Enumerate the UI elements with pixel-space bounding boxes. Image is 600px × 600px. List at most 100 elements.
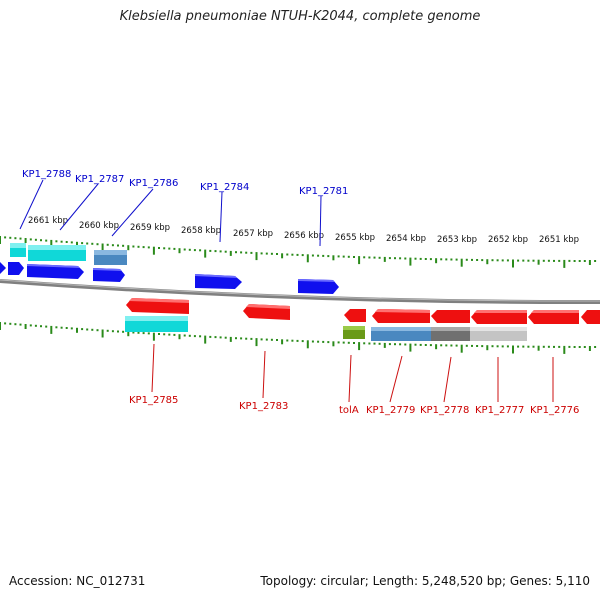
ruler-minor-tick	[209, 249, 212, 252]
ruler-minor-tick	[229, 336, 232, 342]
ruler-minor-tick	[537, 259, 540, 265]
ruler-minor-tick	[363, 342, 366, 345]
ruler-minor-tick	[332, 255, 335, 261]
gene-arrow-reverse[interactable]	[431, 310, 470, 323]
ruler-minor-tick	[137, 245, 140, 248]
gene-label[interactable]: KP1_2781	[299, 186, 348, 197]
gene-label[interactable]: KP1_2779	[366, 405, 415, 416]
ruler-minor-tick	[517, 345, 520, 348]
ruler-minor-tick	[501, 345, 504, 348]
gene-label[interactable]: tolA	[339, 405, 359, 416]
ruler-minor-tick	[532, 345, 535, 348]
ruler-minor-tick	[55, 326, 58, 329]
ruler-minor-tick	[373, 256, 376, 259]
ruler-minor-tick	[424, 344, 427, 346]
gene-label[interactable]: KP1_2785	[129, 395, 178, 406]
ruler-minor-tick	[45, 325, 48, 328]
gene-label[interactable]: KP1_2776	[530, 405, 579, 416]
ruler-minor-tick	[219, 250, 222, 253]
ruler-minor-tick	[471, 258, 473, 261]
ruler-major-tick	[512, 345, 514, 354]
ruler-minor-tick	[517, 259, 520, 262]
ruler-minor-tick	[424, 258, 427, 260]
ruler-minor-tick	[496, 259, 499, 262]
ruler-minor-tick	[527, 259, 530, 262]
ruler-minor-tick	[501, 259, 504, 262]
tick-label: 2656 kbp	[284, 231, 324, 241]
genome-backbone	[0, 279, 600, 305]
gene-arrow-reverse[interactable]	[581, 310, 600, 324]
ruler-top	[0, 236, 597, 268]
gene-label[interactable]: KP1_2777	[475, 405, 524, 416]
ruler-minor-tick	[532, 259, 535, 262]
gene-label[interactable]: KP1_2784	[200, 182, 249, 193]
ruler-minor-tick	[158, 247, 160, 249]
ruler-major-tick	[255, 338, 258, 347]
ruler-minor-tick	[19, 237, 22, 240]
gene-arrow-forward[interactable]	[195, 274, 242, 289]
ruler-major-tick	[152, 246, 155, 255]
gene-arrow-reverse[interactable]	[344, 309, 366, 322]
ruler-minor-tick	[327, 255, 330, 258]
ruler-minor-tick	[209, 335, 212, 338]
ruler-minor-tick	[14, 323, 17, 326]
ruler-minor-tick	[465, 344, 468, 347]
ruler-minor-tick	[455, 344, 458, 347]
ruler-minor-tick	[45, 239, 48, 242]
ruler-minor-tick	[450, 344, 453, 347]
ruler-minor-tick	[34, 324, 37, 327]
ruler-minor-tick	[506, 345, 509, 348]
gene-label[interactable]: KP1_2783	[239, 401, 288, 412]
gene-label[interactable]: KP1_2786	[129, 178, 178, 189]
ruler-minor-tick	[471, 344, 473, 347]
ruler-minor-tick	[199, 335, 202, 338]
ruler-major-tick	[101, 243, 104, 252]
ruler-minor-tick	[311, 340, 314, 343]
ruler-minor-tick	[491, 259, 494, 262]
ruler-minor-tick	[76, 241, 78, 247]
ruler-minor-tick	[281, 253, 284, 259]
ruler-minor-tick	[142, 332, 145, 335]
ruler-minor-tick	[394, 257, 396, 260]
ruler-minor-tick	[24, 324, 27, 329]
ruler-minor-tick	[429, 344, 432, 347]
ruler-minor-tick	[445, 258, 448, 261]
ruler-minor-tick	[383, 256, 386, 262]
ruler-minor-tick	[214, 336, 217, 339]
ruler-minor-tick	[317, 340, 320, 343]
ruler-major-tick	[152, 332, 155, 341]
ruler-major-tick	[563, 259, 566, 268]
gene-arrow-reverse[interactable]	[471, 310, 527, 324]
gene-arrow-forward[interactable]	[0, 262, 6, 274]
ruler-major-tick	[306, 340, 309, 349]
gene-label[interactable]: KP1_2787	[75, 174, 124, 185]
ruler-minor-tick	[81, 242, 84, 245]
ruler-minor-tick	[435, 344, 438, 350]
ruler-minor-tick	[368, 342, 371, 345]
ruler-minor-tick	[301, 254, 304, 257]
tick-label: 2654 kbp	[386, 234, 426, 244]
ruler-major-tick	[50, 325, 53, 334]
gene-label[interactable]: KP1_2788	[22, 169, 71, 180]
ruler-minor-tick	[583, 260, 586, 262]
ruler-minor-tick	[291, 253, 294, 256]
gene-arrow-forward[interactable]	[8, 262, 24, 275]
ruler-minor-tick	[404, 257, 407, 260]
ruler-minor-tick	[553, 345, 555, 348]
ruler-minor-tick	[522, 345, 525, 348]
gene-arrow-forward[interactable]	[27, 264, 84, 279]
ruler-minor-tick	[86, 242, 89, 245]
ruler-minor-tick	[553, 259, 555, 262]
ruler-minor-tick	[537, 345, 540, 351]
ruler-minor-tick	[404, 343, 407, 346]
ruler-minor-tick	[419, 343, 422, 346]
ruler-minor-tick	[65, 327, 68, 329]
tick-label: 2658 kbp	[181, 226, 221, 236]
ruler-minor-tick	[65, 241, 68, 243]
gene-label[interactable]: KP1_2778	[420, 405, 469, 416]
gene-arrow-forward[interactable]	[93, 268, 125, 282]
ruler-minor-tick	[353, 342, 355, 344]
gene-arrow-forward[interactable]	[298, 279, 339, 294]
gene-arrow-reverse[interactable]	[528, 310, 579, 324]
ruler-minor-tick	[168, 247, 171, 250]
